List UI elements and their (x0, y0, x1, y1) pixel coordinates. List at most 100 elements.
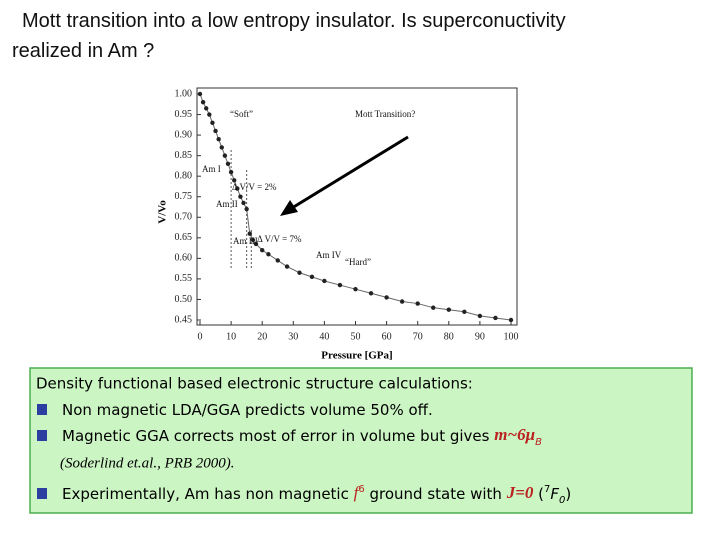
arrow (291, 135, 409, 210)
x-tick-label: 80 (444, 331, 454, 342)
data-point (197, 91, 203, 97)
x-axis-label: Pressure [GPa] (321, 350, 392, 362)
data-point (415, 301, 420, 306)
annotation: Am IV (316, 250, 342, 260)
data-point (250, 237, 256, 243)
bullet (37, 430, 47, 441)
data-point (244, 206, 249, 212)
x-tick-label: 10 (226, 331, 236, 342)
data-point (297, 270, 302, 275)
data-point (284, 264, 290, 269)
y-axis-label: V/Vo (157, 200, 169, 224)
bullet-text: Magnetic GGA corrects most of error in v… (62, 425, 542, 448)
bullet-text: Experimentally, Am has non magnetic f6 g… (62, 483, 571, 506)
bullet (37, 404, 47, 415)
bullet (37, 488, 47, 499)
x-tick-label: 20 (257, 331, 267, 342)
text-run: 7 (544, 484, 550, 495)
annotation: Am I (202, 164, 221, 174)
data-point (322, 278, 327, 284)
x-tick-label: 50 (351, 331, 361, 342)
y-tick-label: 0.70 (175, 212, 193, 223)
y-tick-label: 1.00 (175, 88, 193, 99)
data-point (235, 186, 240, 191)
data-point (446, 307, 451, 312)
y-tick-label: 0.90 (175, 129, 193, 140)
x-tick-label: 90 (475, 331, 485, 342)
data-point (238, 194, 243, 199)
annotation: Δ V/V = 7% (257, 234, 302, 244)
data-point (225, 161, 231, 167)
data-point (353, 286, 358, 292)
data-point (275, 258, 280, 263)
data-point (241, 200, 246, 206)
y-tick-label: 0.55 (175, 273, 193, 284)
data-point (399, 299, 405, 304)
text-run: Magnetic GGA corrects most of error in v… (62, 427, 494, 445)
text-run: 6 (358, 484, 364, 495)
data-point (508, 317, 514, 323)
data-point (210, 120, 215, 125)
y-tick-label: 0.95 (175, 109, 193, 120)
x-tick-label: 40 (319, 331, 329, 342)
data-point (384, 295, 389, 300)
text-run: f (354, 483, 361, 502)
text-box (29, 367, 693, 514)
citation: (Soderlind et.al., PRB 2000). (60, 455, 235, 471)
y-tick-label: 0.50 (175, 294, 193, 305)
data-point (216, 137, 221, 142)
y-tick-label: 0.65 (175, 232, 193, 243)
y-tick-label: 0.45 (175, 314, 193, 325)
title-line: realized in Am ? (12, 40, 154, 62)
annotation: “Soft” (230, 109, 253, 119)
box-text: Density functional based electronic stru… (36, 375, 571, 506)
annotation: “Hard” (345, 257, 371, 267)
data-point (228, 169, 234, 175)
text-run: B (535, 437, 542, 448)
data-point (309, 274, 315, 280)
y-tick-label: 0.80 (175, 170, 193, 181)
data-point (493, 315, 498, 321)
data-point (368, 291, 374, 296)
data-point (232, 178, 237, 183)
data-point (213, 128, 218, 134)
data-point (337, 282, 343, 288)
x-tick-label: 0 (198, 331, 203, 342)
x-tick-label: 30 (288, 331, 298, 342)
data-point (462, 309, 467, 314)
data-point (207, 112, 212, 117)
text-run: Non magnetic LDA/GGA predicts volume 50%… (62, 401, 433, 419)
plot-frame (196, 87, 518, 326)
text-run: 0 (559, 495, 565, 506)
text-run: F (550, 485, 559, 503)
y-tick-label: 0.60 (175, 253, 193, 264)
box-heading: Density functional based electronic stru… (36, 375, 473, 393)
annotation: Mott Transition? (355, 109, 415, 119)
data-point (431, 305, 436, 310)
text-run: ( (533, 485, 544, 503)
data-point (253, 241, 259, 247)
text-run: J=0 (506, 483, 534, 502)
bullet-text: Non magnetic LDA/GGA predicts volume 50%… (62, 401, 433, 419)
chart: 1.00 0.95 0.90 0.85 0.80 0.75 0.70 0.65 0.60 0.55… (157, 87, 519, 362)
arrow-head (280, 200, 298, 216)
data-point (204, 106, 209, 111)
data-point (266, 252, 271, 257)
slide-title: Mott transition into a low entropy insul… (12, 10, 566, 62)
data-point (222, 153, 228, 158)
x-tick-label: 100 (504, 331, 519, 342)
annotation: Am II (216, 199, 238, 209)
text-run: Experimentally, Am has non magnetic (62, 485, 354, 503)
text-run: ) (565, 485, 571, 503)
data-point (260, 247, 265, 253)
y-tick-label: 0.85 (175, 150, 193, 161)
title-line: Mott transition into a low entropy insul… (22, 10, 566, 32)
text-run: ground state with (365, 485, 507, 503)
y-tick-label: 0.75 (175, 191, 193, 202)
data-point (477, 313, 483, 319)
text-run: m~6μ (494, 425, 535, 444)
data-point (247, 231, 252, 236)
x-tick-label: 60 (382, 331, 392, 342)
